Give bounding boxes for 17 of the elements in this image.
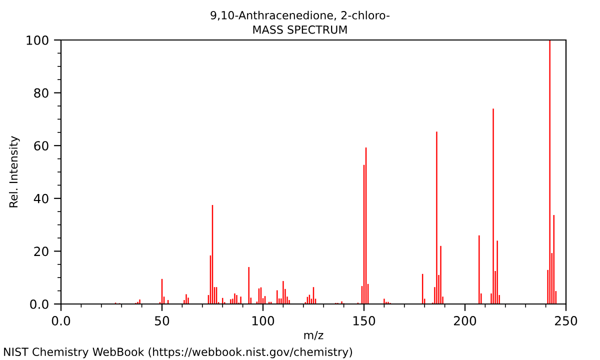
- y-tick-label: 100: [26, 35, 48, 45]
- chart-subtitle: MASS SPECTRUM: [253, 25, 347, 34]
- y-axis-title: Rel. Intensity: [9, 136, 20, 208]
- x-tick-label: 100: [252, 316, 274, 326]
- x-tick-label: 50: [155, 316, 170, 326]
- x-tick-label: 0.0: [52, 316, 70, 326]
- chart-title: 9,10-Anthracenedione, 2-chloro-: [210, 10, 390, 21]
- text: NIST Chemistry WebBook (https://webbook.nist.gov/chemistry): [4, 347, 352, 358]
- x-tick-label: 200: [454, 316, 476, 326]
- x-tick-label: 250: [554, 316, 578, 326]
- y-tick-label: 0.0: [30, 299, 48, 309]
- x-axis-title: m/z: [304, 331, 324, 340]
- x-tick-label: 150: [353, 316, 376, 326]
- y-tick-label: 80: [34, 88, 48, 98]
- y-tick-label: 40: [34, 194, 48, 204]
- y-tick-label: 60: [34, 141, 48, 151]
- y-tick-label: 20: [34, 246, 48, 256]
